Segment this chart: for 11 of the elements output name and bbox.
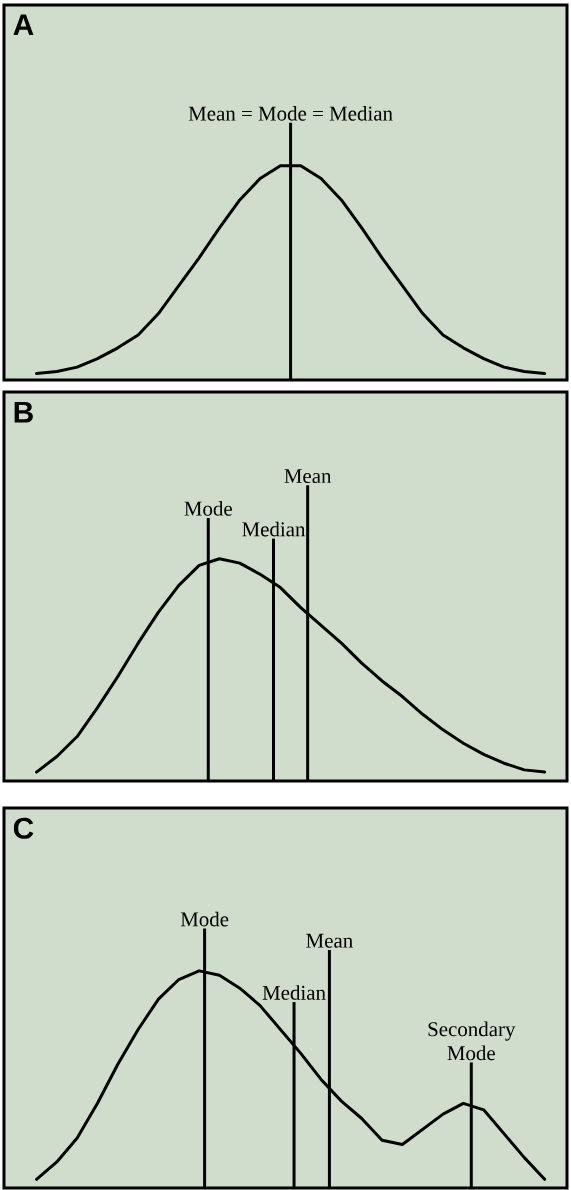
text: Mode	[184, 501, 232, 516]
chart-title: C	[13, 817, 34, 839]
chart-title: A	[13, 14, 34, 36]
annotation: Secondary Mode	[428, 1021, 516, 1061]
text: Mean	[306, 933, 353, 948]
text: Mean = Mode = Median	[188, 105, 393, 121]
chart-title: B	[14, 401, 33, 423]
annotation: Median	[262, 985, 326, 1000]
text: Median	[242, 521, 306, 537]
text: Mode	[180, 911, 229, 927]
text: Mean	[284, 469, 332, 484]
